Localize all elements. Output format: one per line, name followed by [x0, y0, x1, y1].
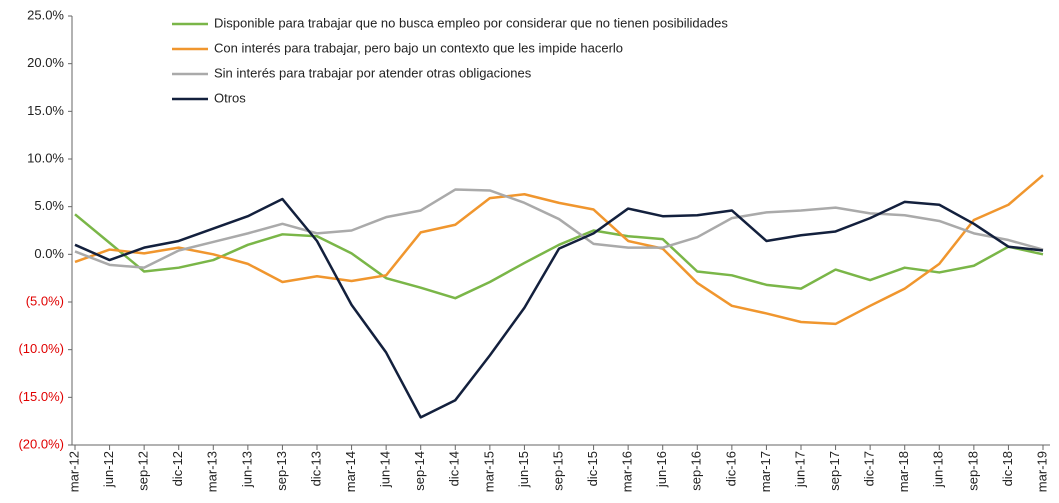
- x-tick-label: sep-18: [965, 451, 980, 491]
- legend-label: Disponible para trabajar que no busca em…: [214, 15, 728, 30]
- x-tick-label: dic-17: [862, 451, 877, 486]
- x-tick-label: dic-14: [447, 451, 462, 486]
- y-tick-label: (15.0%): [18, 389, 64, 404]
- series-line: [74, 197, 1044, 419]
- x-tick-label: jun-14: [378, 451, 393, 488]
- x-tick-label: mar-18: [896, 451, 911, 492]
- legend-label: Otros: [214, 90, 246, 105]
- x-tick-label: mar-19: [1034, 451, 1049, 492]
- x-tick-label: mar-17: [758, 451, 773, 492]
- x-tick-label: sep-16: [689, 451, 704, 491]
- y-tick-label: 20.0%: [27, 55, 64, 70]
- x-tick-label: sep-15: [550, 451, 565, 491]
- x-tick-label: jun-16: [654, 451, 669, 488]
- x-tick-label: jun-18: [931, 451, 946, 488]
- x-tick-label: jun-17: [792, 451, 807, 488]
- x-tick-label: mar-14: [343, 451, 358, 492]
- series-line: [74, 174, 1044, 326]
- x-tick-label: sep-12: [136, 451, 151, 491]
- x-tick-label: sep-13: [274, 451, 289, 491]
- y-tick-label: 10.0%: [27, 150, 64, 165]
- x-tick-label: mar-15: [481, 451, 496, 492]
- x-tick-label: mar-12: [66, 451, 81, 492]
- y-tick-label: (10.0%): [18, 341, 64, 356]
- y-tick-label: (20.0%): [18, 436, 64, 451]
- legend-label: Sin interés para trabajar por atender ot…: [214, 65, 532, 80]
- x-tick-label: dic-13: [308, 451, 323, 486]
- x-tick-label: jun-12: [101, 451, 116, 488]
- x-tick-label: jun-13: [239, 451, 254, 488]
- y-tick-label: 15.0%: [27, 103, 64, 118]
- x-tick-label: mar-13: [205, 451, 220, 492]
- x-tick-label: dic-15: [585, 451, 600, 486]
- y-tick-label: 25.0%: [27, 7, 64, 22]
- y-tick-label: 5.0%: [34, 198, 64, 213]
- series-line: [74, 213, 1044, 300]
- legend-label: Con interés para trabajar, pero bajo un …: [214, 40, 623, 55]
- x-tick-label: dic-12: [170, 451, 185, 486]
- y-tick-label: 0.0%: [34, 246, 64, 261]
- x-tick-label: mar-16: [620, 451, 635, 492]
- x-tick-label: sep-17: [827, 451, 842, 491]
- x-tick-label: dic-18: [1000, 451, 1015, 486]
- x-tick-label: sep-14: [412, 451, 427, 491]
- y-tick-label: (5.0%): [26, 293, 64, 308]
- x-tick-label: jun-15: [516, 451, 531, 488]
- x-tick-label: dic-16: [723, 451, 738, 486]
